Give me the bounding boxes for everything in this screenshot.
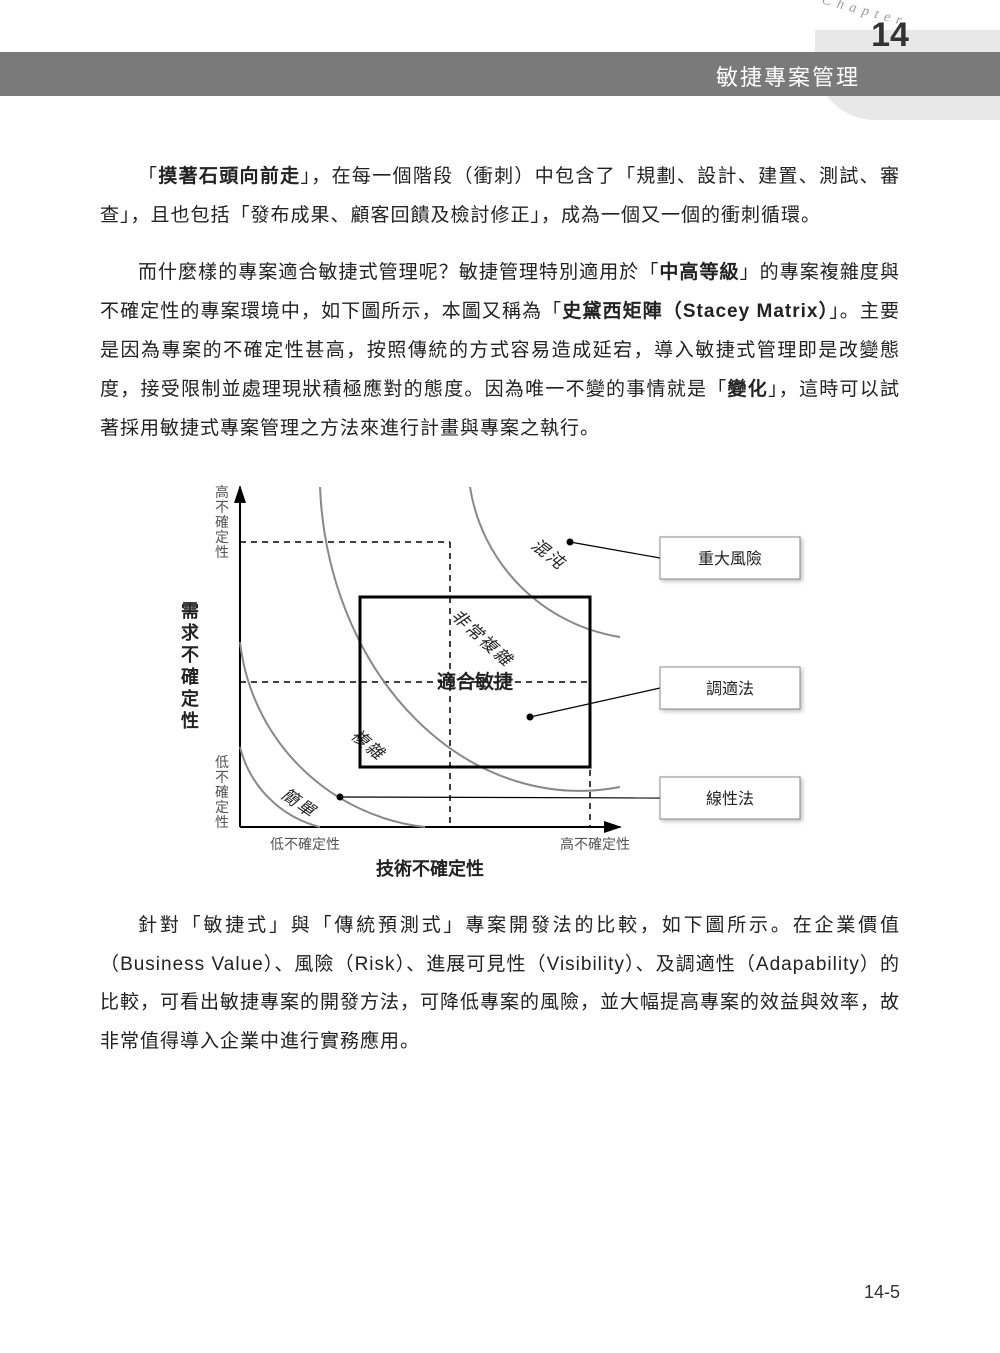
p2-bold3: 變化 bbox=[728, 379, 769, 400]
svg-text:定: 定 bbox=[215, 799, 229, 815]
svg-text:確: 確 bbox=[181, 666, 199, 687]
svg-text:重大風險: 重大風險 bbox=[698, 550, 762, 568]
svg-text:不: 不 bbox=[215, 769, 229, 785]
svg-text:不: 不 bbox=[181, 645, 199, 665]
p2-bold1: 中高等級 bbox=[659, 262, 739, 283]
paragraph-3: 針對「敏捷式」與「傳統預測式」專案開發法的比較，如下圖所示。在企業價值（Busi… bbox=[100, 907, 900, 1063]
svg-text:確: 確 bbox=[215, 784, 229, 800]
chapter-badge: Chapter 14 bbox=[850, 0, 930, 70]
svg-text:定: 定 bbox=[215, 529, 229, 545]
svg-text:調適法: 調適法 bbox=[706, 680, 754, 698]
paragraph-2: 而什麼樣的專案適合敏捷式管理呢？敏捷管理特別適用於「中高等級」的專案複雜度與不確… bbox=[100, 254, 900, 449]
svg-text:非常複雜: 非常複雜 bbox=[447, 605, 516, 670]
stacey-matrix-svg: 混沌非常複雜複雜簡單適合敏捷需求不確定性高不確定性低不確定性低不確定性高不確定性… bbox=[150, 467, 850, 887]
svg-text:性: 性 bbox=[181, 710, 199, 731]
p2-a: 而什麼樣的專案適合敏捷式管理呢？敏捷管理特別適用於「 bbox=[138, 262, 659, 283]
svg-text:簡單: 簡單 bbox=[278, 784, 320, 821]
svg-text:高不確定性: 高不確定性 bbox=[560, 836, 630, 852]
svg-text:不: 不 bbox=[215, 499, 229, 515]
paragraph-1: 「摸著石頭向前走」，在每一個階段（衝刺）中包含了「規劃、設計、建置、測試、審查」… bbox=[100, 158, 900, 236]
p2-bold2: 史黛西矩陣（Stacey Matrix） bbox=[562, 301, 829, 322]
svg-text:複雜: 複雜 bbox=[347, 725, 388, 764]
p1-bold: 摸著石頭向前走 bbox=[158, 166, 300, 187]
svg-text:性: 性 bbox=[215, 544, 229, 560]
header-title: 敏捷專案管理 bbox=[716, 60, 860, 92]
svg-text:確: 確 bbox=[215, 514, 229, 530]
svg-text:求: 求 bbox=[181, 622, 200, 643]
svg-text:技術不確定性: 技術不確定性 bbox=[376, 858, 484, 879]
svg-text:需: 需 bbox=[181, 601, 199, 621]
svg-text:低: 低 bbox=[215, 754, 229, 770]
svg-text:適合敏捷: 適合敏捷 bbox=[437, 670, 514, 693]
svg-text:混沌: 混沌 bbox=[528, 535, 570, 573]
p1-open: 「 bbox=[138, 166, 158, 187]
page-number: 14-5 bbox=[864, 1282, 900, 1303]
stacey-matrix-diagram: 混沌非常複雜複雜簡單適合敏捷需求不確定性高不確定性低不確定性低不確定性高不確定性… bbox=[150, 467, 850, 887]
page: 敏捷專案管理 Chapter 14 「摸著石頭向前走」，在每一個階段（衝刺）中包… bbox=[0, 0, 1000, 1353]
svg-text:高: 高 bbox=[215, 484, 229, 500]
svg-text:線性法: 線性法 bbox=[706, 790, 754, 808]
svg-text:性: 性 bbox=[215, 814, 229, 830]
content-area: 「摸著石頭向前走」，在每一個階段（衝刺）中包含了「規劃、設計、建置、測試、審查」… bbox=[100, 158, 900, 1080]
svg-text:低不確定性: 低不確定性 bbox=[270, 836, 340, 852]
svg-text:定: 定 bbox=[181, 688, 199, 709]
